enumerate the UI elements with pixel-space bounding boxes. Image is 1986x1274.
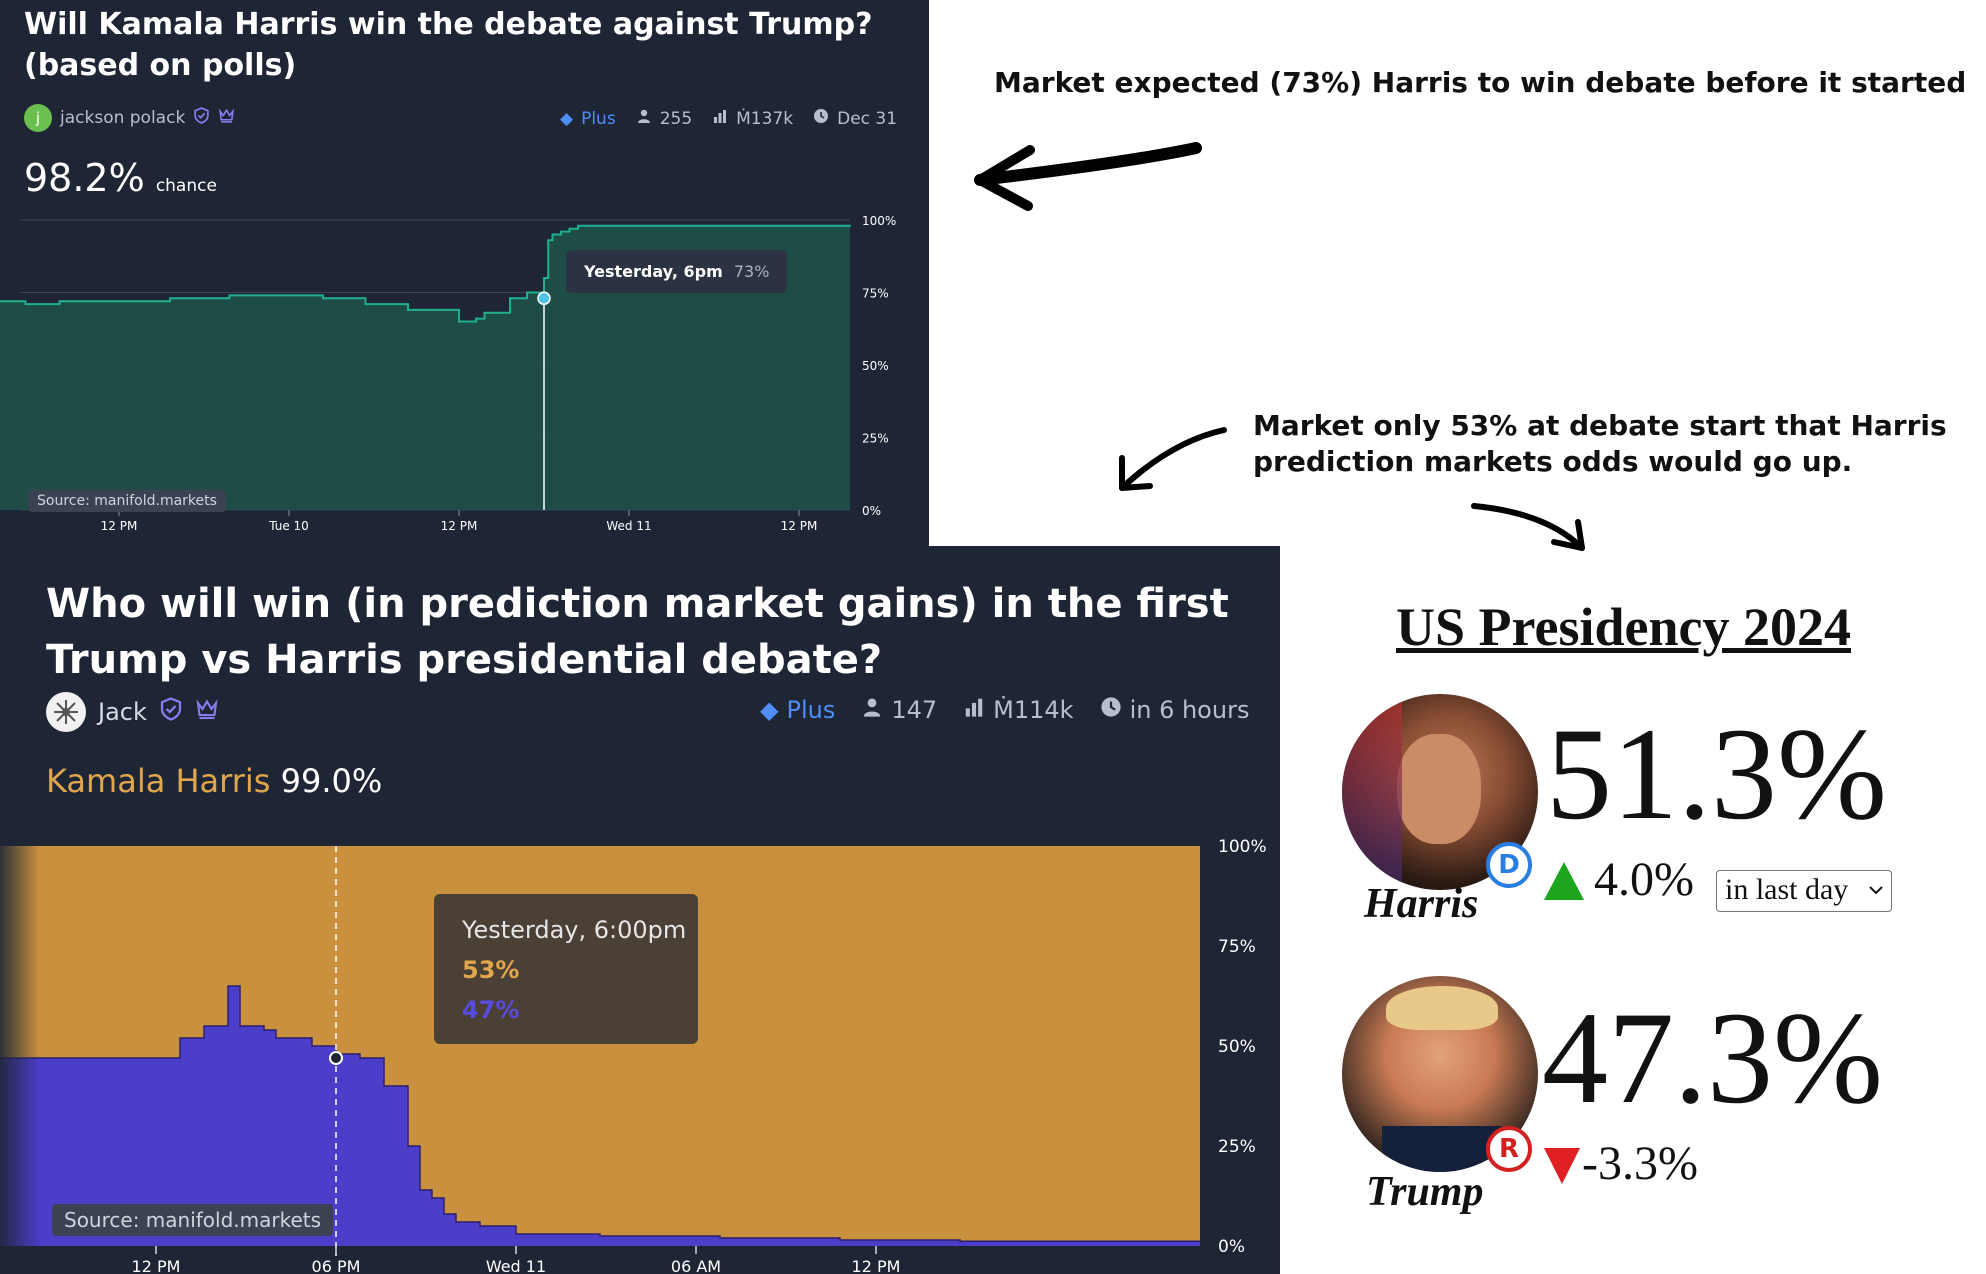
creator-avatar[interactable]: j [24,104,52,132]
trump-line [0,985,1201,1242]
diamond-icon: ◆ [760,696,779,724]
x-tick-label: 06 PM [312,1257,361,1274]
volume[interactable]: Ṁ137k [712,108,793,129]
y-tick-label: 75% [1218,937,1256,957]
trump-name: Trump [1366,1169,1484,1215]
tooltip-time: Yesterday, 6pm [584,262,723,281]
republican-badge-icon: R [1486,1126,1532,1172]
bar-chart-icon [712,108,728,129]
annotation-note-2: Market only 53% at debate start that Har… [1253,408,1947,480]
y-tick-label: 0% [1218,1237,1245,1257]
harris-name: Harris [1364,881,1479,927]
close-time[interactable]: in 6 hours [1100,696,1249,724]
bottom-market-title[interactable]: Who will win (in prediction market gains… [46,581,1229,683]
top-market-creator-row: j jackson polack [24,104,235,132]
plus-badge[interactable]: ◆ Plus [560,108,616,129]
diamond-icon: ◆ [560,108,574,129]
verified-shield-icon [193,107,210,129]
x-tick-label: Wed 11 [606,519,651,533]
leading-answer-name: Kamala Harris [46,762,271,800]
tooltip-harris-value: 53% [462,956,520,984]
y-tick-label: 25% [1218,1137,1256,1157]
leading-answer-prob: 99.0% [280,762,383,800]
close-date[interactable]: Dec 31 [813,108,897,129]
plus-badge[interactable]: ◆ Plus [760,696,836,724]
x-tick-label: 12 PM [852,1257,901,1274]
verified-shield-icon [159,697,183,727]
trump-percent: 47.3% [1542,984,1883,1131]
tooltip-time: Yesterday, 6:00pm [462,916,687,944]
y-tick-label: 50% [1218,1037,1256,1057]
up-triangle-icon [1542,860,1586,906]
hover-point [537,291,551,306]
harris-percent: 51.3% [1546,700,1887,847]
top-market-probability: 98.2% chance [24,156,217,200]
creator-name[interactable]: jackson polack [60,108,186,128]
y-tick-label: 100% [1218,837,1267,857]
bottom-market-creator-row: Jack [46,692,219,732]
harris-change: 4.0% [1594,853,1694,906]
bottom-chart-tooltip: Yesterday, 6:00pm 53% 47% [434,894,698,1044]
top-source-badge: Source: manifold.markets [28,490,226,512]
crown-icon [195,697,219,727]
y-tick-label: 50% [862,359,889,373]
probability-suffix: chance [155,176,217,196]
arrow-icon [1119,427,1227,491]
top-market-panel: Will Kamala Harris win the debate agains… [0,0,929,546]
x-tick-label: 12 PM [132,1257,181,1274]
bar-chart-icon [963,696,985,724]
trump-change: -3.3% [1582,1137,1698,1190]
x-tick-label: Wed 11 [486,1257,546,1274]
clock-icon [813,108,829,129]
creator-name[interactable]: Jack [98,698,147,726]
top-market-stats: ◆ Plus 255 Ṁ137k Dec 31 [560,108,897,129]
crown-icon [218,107,235,129]
period-select[interactable]: in last day [1716,870,1892,912]
x-tick-label: 12 PM [101,519,138,533]
y-tick-label: 100% [862,214,896,228]
hover-point [329,1051,343,1065]
trump-avatar [1342,976,1538,1172]
clock-icon [1100,696,1122,724]
leading-answer[interactable]: Kamala Harris 99.0% [46,762,382,800]
annotation-note-2-line2: prediction markets odds would go up. [1253,445,1853,478]
annotation-note-1: Market expected (73%) Harris to win deba… [994,66,1967,99]
edge-fade [0,846,40,1246]
y-tick-label: 0% [862,504,881,518]
trump-area [0,986,1200,1246]
chevron-down-icon [1867,871,1885,919]
bottom-source-badge: Source: manifold.markets [52,1204,334,1236]
volume[interactable]: Ṁ114k [963,696,1074,724]
y-tick-label: 25% [862,432,889,446]
user-icon [861,696,883,724]
bottom-market-stats: ◆ Plus 147 Ṁ114k in 6 hours [760,696,1249,724]
democrat-badge-icon: D [1486,842,1532,888]
bottom-market-panel: Who will win (in prediction market gains… [0,546,1280,1274]
annotation-note-2-line1: Market only 53% at debate start that Har… [1253,409,1947,442]
series-line [0,224,851,323]
down-triangle-icon [1542,1146,1582,1190]
x-tick-label: 06 AM [671,1257,721,1274]
arrow-icon [1471,503,1585,551]
arrow-icon [974,142,1202,211]
y-tick-label: 75% [862,287,889,301]
tooltip-value: 73% [733,262,770,281]
traders-count[interactable]: 147 [861,696,937,724]
probability-value: 98.2% [24,156,145,200]
creator-avatar[interactable] [46,692,86,732]
tooltip-trump-value: 47% [462,996,520,1024]
x-tick-label: Tue 10 [268,519,309,533]
top-chart-tooltip: Yesterday, 6pm 73% [566,250,788,293]
period-select-value: in last day [1725,873,1849,906]
x-tick-label: 12 PM [441,519,478,533]
top-market-title[interactable]: Will Kamala Harris win the debate agains… [24,7,873,83]
user-icon [636,108,652,129]
traders-count[interactable]: 255 [636,108,692,129]
presidency-title: US Presidency 2024 [1396,597,1851,657]
x-tick-label: 12 PM [781,519,818,533]
area-fill [0,225,850,510]
